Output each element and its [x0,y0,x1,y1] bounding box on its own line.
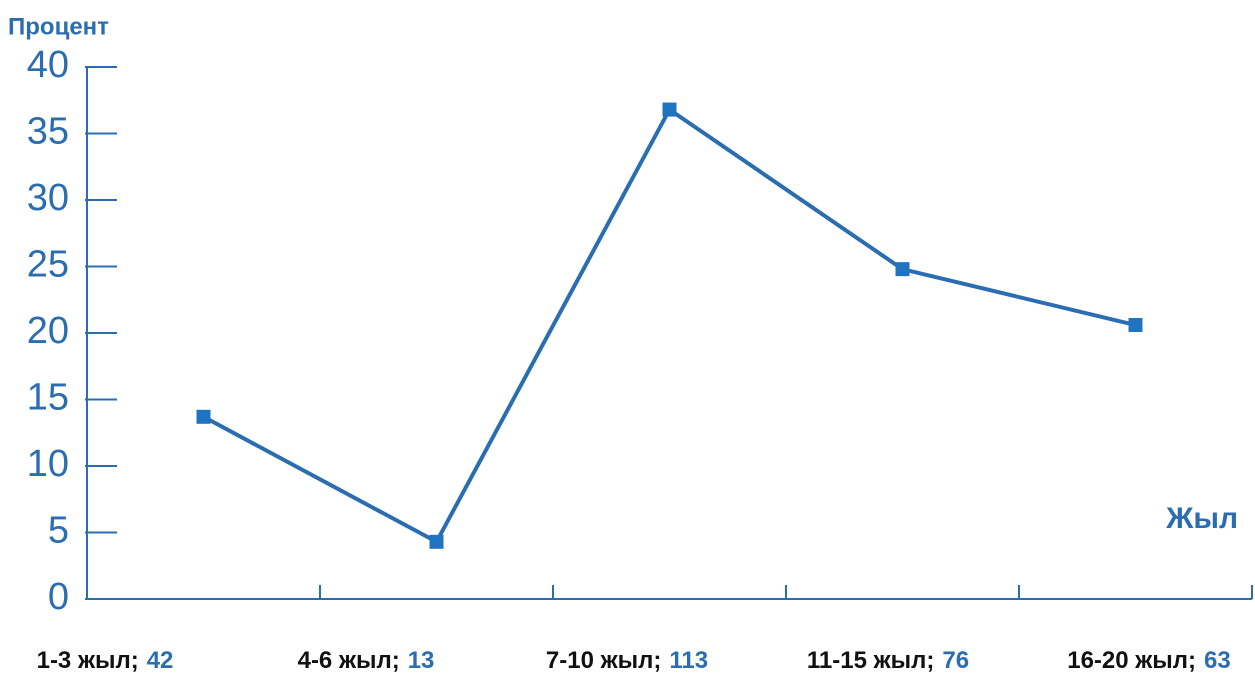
category-name: 16-20 жыл; [1067,647,1196,674]
category-count: 63 [1204,647,1231,674]
y-tick-label: 25 [27,244,69,286]
y-tick-label: 20 [27,310,69,352]
y-tick-label: 0 [48,576,69,618]
x-tick-label: 1-3 жыл; 42 [37,647,174,674]
y-tick-label: 30 [27,177,69,219]
y-axis-label: Процент [8,13,109,40]
category-count: 76 [942,647,969,674]
x-tick-label: 7-10 жыл; 113 [546,647,708,674]
marker [662,102,677,117]
y-tick-label: 40 [27,44,69,86]
x-tick-label: 11-15 жыл; 76 [807,647,969,674]
y-tick-label: 10 [27,443,69,485]
line [202,106,1136,545]
category-count: 42 [147,647,174,674]
marker [895,262,910,277]
x-tick-label: 4-6 жыл; 13 [298,647,435,674]
x-axis-label: Жыл [1165,502,1238,535]
category-name: 1-3 жыл; [37,647,139,674]
marker [1128,318,1143,333]
category-name: 7-10 жыл; [546,647,661,674]
y-tick-label: 5 [48,510,69,552]
category-name: 4-6 жыл; [298,647,400,674]
y-tick-label: 35 [27,111,69,153]
category-count: 13 [408,647,435,674]
x-tick-label: 16-20 жыл; 63 [1067,647,1231,674]
category-count: 113 [669,647,708,674]
category-name: 11-15 жыл; [807,647,934,674]
marker [429,534,444,549]
marker [196,409,211,424]
y-tick-label: 15 [27,377,69,419]
